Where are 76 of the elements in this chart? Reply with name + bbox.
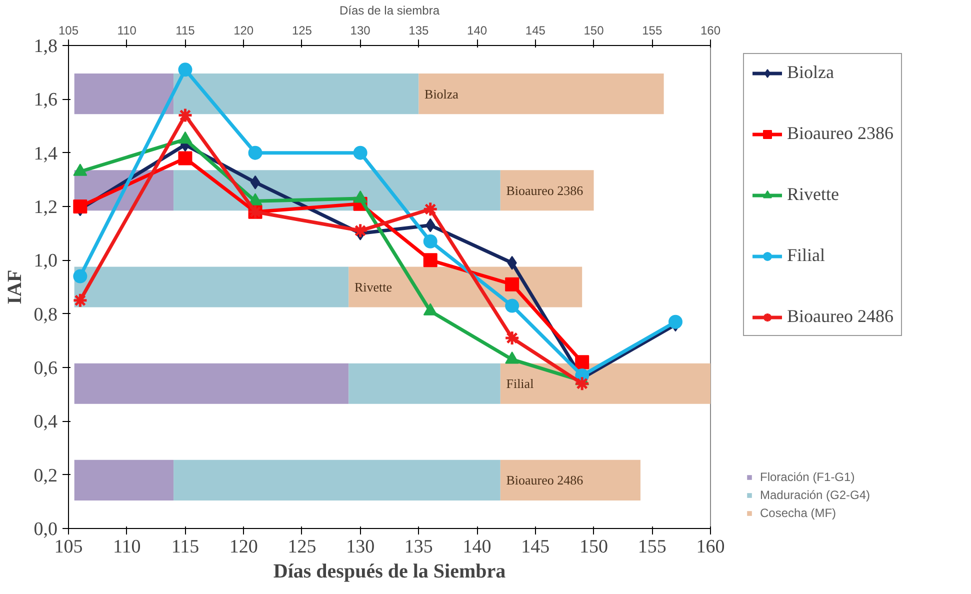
x-tick-label: 130 [346, 536, 375, 558]
y-axis-title: IAF [4, 270, 26, 304]
y-tick-label: Bioaureo 2486 [506, 472, 584, 488]
bar [500, 363, 710, 404]
x-tick-label: 160 [700, 24, 721, 38]
x-tick-label: 150 [584, 24, 604, 38]
x-tick-label: 110 [117, 24, 137, 38]
y-tick-label: 0,6 [34, 358, 58, 379]
legend-label: Filial [787, 245, 826, 266]
x-tick-label: 140 [462, 536, 492, 558]
point [504, 330, 520, 346]
x-tick-label: 120 [229, 536, 258, 558]
y-tick-label: 1,2 [34, 197, 58, 218]
point [72, 292, 88, 308]
x-tick-label: 150 [580, 536, 608, 558]
x-tick-label: 145 [525, 24, 546, 38]
x-tick-label: 135 [408, 24, 430, 38]
point [177, 108, 193, 124]
x-tick-label: 160 [696, 536, 725, 558]
x-tick-label: 110 [112, 536, 141, 558]
y-tick-label: 1,6 [34, 90, 58, 111]
point [505, 277, 520, 292]
y-tick-label: 1,4 [34, 143, 58, 164]
x-tick-label: 115 [176, 24, 196, 38]
point [73, 200, 88, 214]
bar [418, 74, 664, 114]
point [250, 175, 260, 190]
point [668, 314, 682, 329]
x-tick-label: 135 [404, 536, 433, 558]
y-tick-label: 1,8 [34, 36, 58, 57]
bar [174, 74, 419, 114]
point [352, 222, 368, 238]
legend-label: Biolza [787, 62, 834, 83]
bar [74, 363, 349, 404]
legend-label: Cosecha (MF) [760, 506, 836, 520]
y-tick-label: Bioaureo 2386 [506, 182, 584, 198]
point [574, 376, 590, 392]
y-tick-label: 0,2 [34, 465, 58, 486]
legend-label: Floración (F1-G1) [760, 470, 855, 484]
bar [500, 170, 594, 211]
bar [74, 74, 174, 114]
x-tick-label: 155 [638, 536, 666, 558]
y-tick-label: 1,0 [34, 250, 58, 272]
point [248, 146, 262, 160]
x-tick-label: 140 [467, 24, 488, 38]
point [178, 62, 192, 77]
x-tick-label: 115 [171, 536, 200, 558]
bar [74, 266, 349, 308]
point [178, 151, 192, 166]
x-tick-label: 155 [642, 24, 662, 38]
point [422, 201, 438, 217]
bar [174, 460, 500, 500]
x-tick-label: 105 [58, 24, 79, 38]
bar [74, 460, 174, 500]
x-tick-label: 130 [350, 24, 371, 38]
point [505, 298, 520, 313]
x-tick-label: 120 [234, 24, 254, 38]
x-tick-label: 125 [288, 536, 316, 558]
point [575, 355, 590, 370]
legend-label: Bioaureo 2486 [787, 306, 894, 327]
point [353, 146, 368, 160]
bar [500, 460, 640, 500]
y-tick-label: 0,8 [34, 304, 58, 326]
y-tick-label: Filial [506, 376, 534, 392]
point [423, 253, 438, 268]
x-axis-title: Días después de la Siembra [273, 560, 506, 582]
legend-label: Bioaureo 2386 [787, 123, 894, 144]
x-axis-title: Días de la siembra [339, 4, 440, 18]
x-tick-label: 145 [521, 536, 550, 558]
point [73, 269, 88, 284]
legend-label: Rivette [787, 184, 839, 205]
y-tick-label: 0,4 [34, 412, 58, 433]
x-tick-label: 125 [292, 24, 312, 38]
point [423, 234, 438, 248]
legend-label: Maduración (G2-G4) [760, 488, 870, 502]
bar [348, 363, 500, 404]
